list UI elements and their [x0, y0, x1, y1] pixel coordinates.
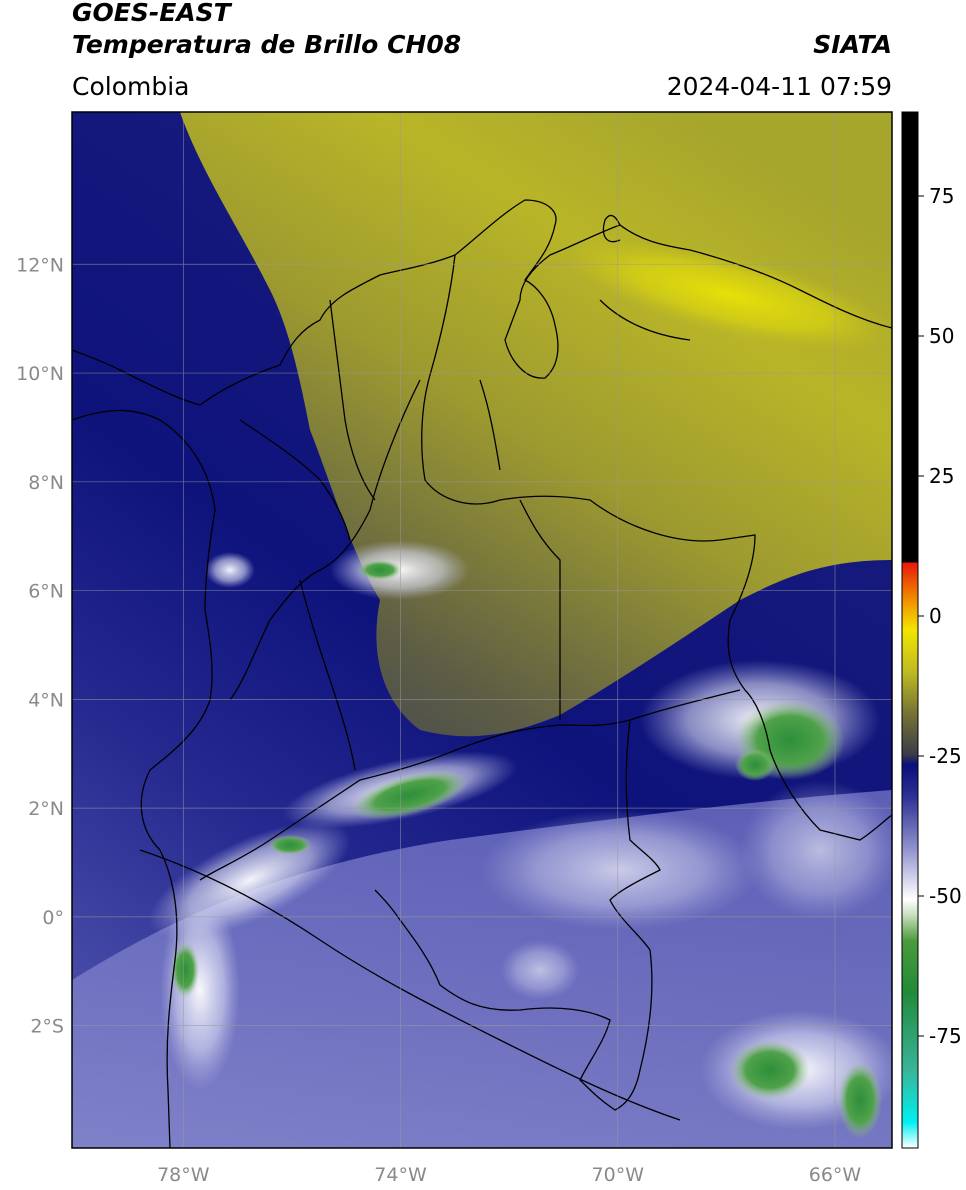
latitude-labels: 12°N 10°N 8°N 6°N 4°N 2°N 0° 2°S [16, 254, 64, 1037]
lat-tick-label: 2°S [30, 1016, 64, 1038]
colorbar-tick-label: -25 [929, 744, 962, 768]
lat-tick-label: 0° [42, 907, 64, 929]
map-frame [71, 111, 893, 1149]
lat-tick-label: 2°N [28, 798, 64, 820]
coastlines-and-borders [72, 199, 892, 1148]
graticule [72, 112, 892, 1148]
product-title: GOES-EAST [72, 0, 231, 27]
colorbar-tick-label: -50 [929, 884, 962, 908]
lon-tick-label: 70°W [592, 1164, 645, 1186]
lat-tick-label: 8°N [28, 472, 64, 494]
lat-tick-label: 4°N [28, 689, 64, 711]
lon-tick-label: 66°W [809, 1164, 862, 1186]
colorbar-tick-label: 0 [929, 604, 942, 628]
colorbar-ramp [902, 112, 918, 1148]
colorbar: 75 50 25 0 -25 -50 -75 [901, 111, 962, 1149]
lat-tick-label: 12°N [16, 254, 64, 276]
colorbar-tick-label: 25 [929, 464, 954, 488]
brightness-temperature-field [72, 112, 892, 1148]
region-label: Colombia [72, 72, 190, 101]
colorbar-tick-label: 50 [929, 324, 954, 348]
lat-tick-label: 10°N [16, 363, 64, 385]
colorbar-tick-label: -75 [929, 1024, 962, 1048]
agency-label: SIATA [813, 30, 892, 59]
longitude-labels: 78°W 74°W 70°W 66°W [157, 1164, 861, 1186]
product-subtitle: Temperatura de Brillo CH08 [72, 30, 462, 59]
lat-tick-label: 6°N [28, 581, 64, 603]
lon-tick-label: 74°W [374, 1164, 427, 1186]
colorbar-tick-label: 75 [929, 184, 954, 208]
timestamp-label: 2024-04-11 07:59 [666, 72, 892, 101]
colorbar-frame [901, 111, 919, 1149]
lon-tick-label: 78°W [157, 1164, 210, 1186]
